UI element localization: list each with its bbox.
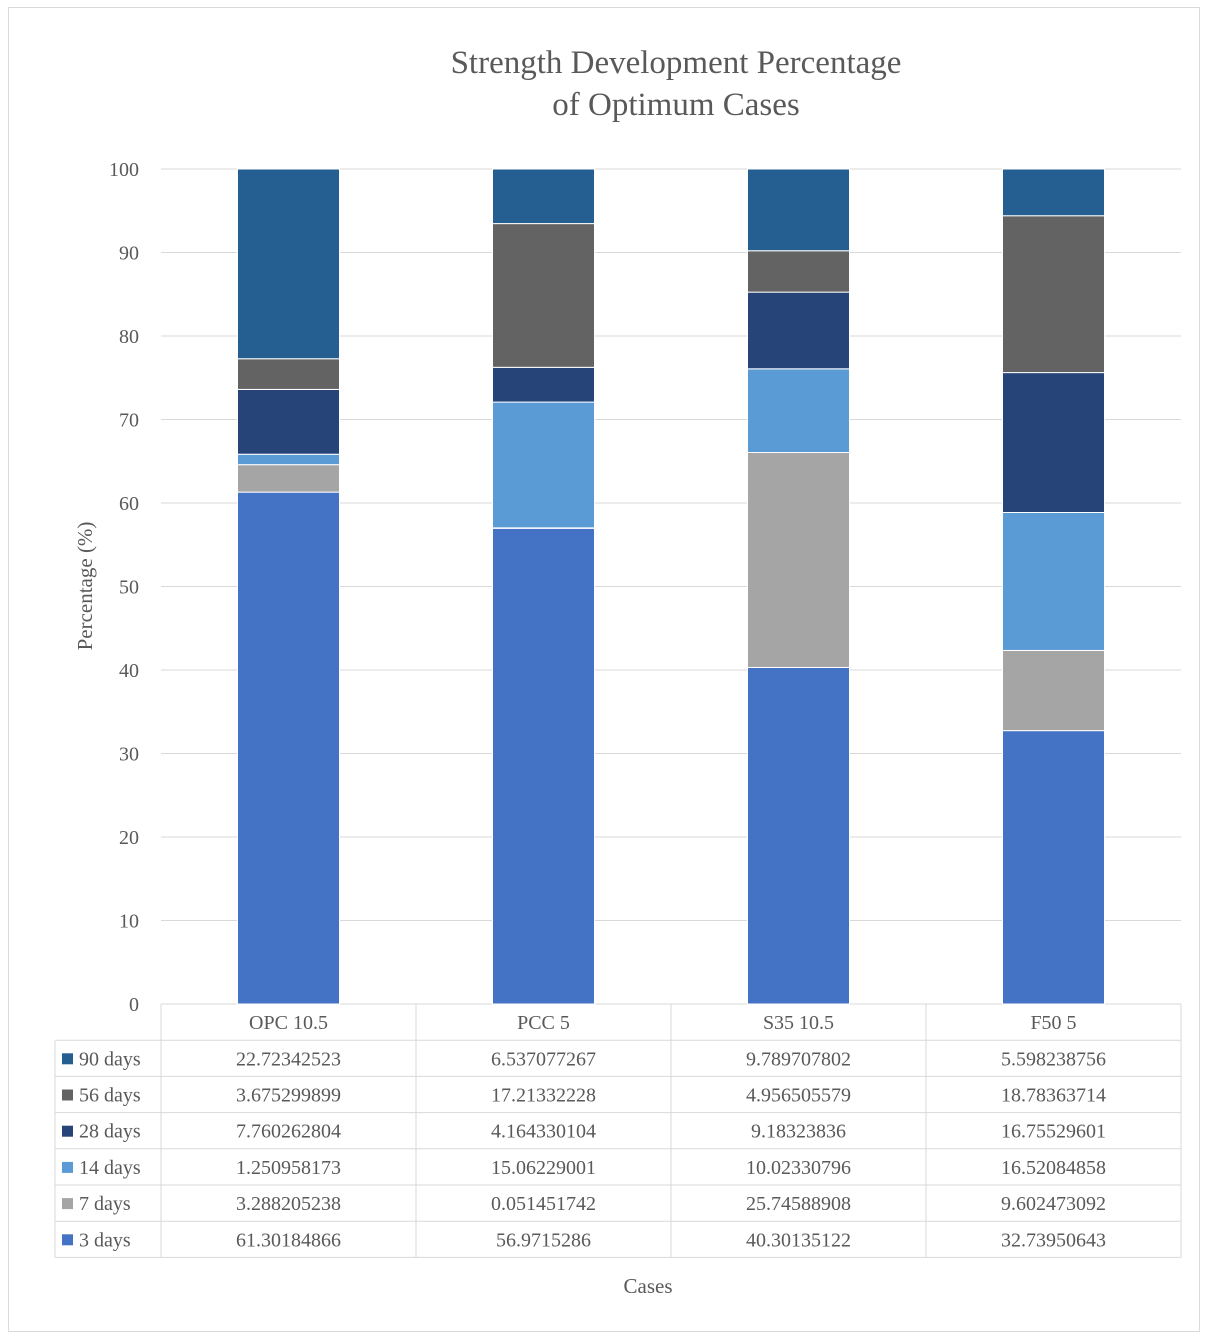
bar-segment [237, 491, 340, 1005]
y-tick-label: 20 [119, 827, 139, 849]
bar-segment [1002, 730, 1105, 1005]
legend-swatch [62, 1089, 73, 1101]
table-cell-value: 61.30184866 [236, 1229, 341, 1251]
bar-segment [747, 452, 850, 668]
x-category-label: S35 10.5 [763, 1012, 834, 1034]
legend-swatch [62, 1053, 73, 1065]
y-tick-label: 10 [119, 911, 139, 933]
table-cell-value: 5.598238756 [1001, 1048, 1106, 1070]
bar-segment [492, 527, 595, 1005]
table-cell-value: 16.75529601 [1001, 1121, 1106, 1143]
bar-segment [237, 388, 340, 455]
legend-label: 3 days [79, 1229, 131, 1251]
bar-segment [747, 666, 850, 1005]
y-tick-label: 50 [119, 577, 139, 599]
bar-segment [1002, 649, 1105, 732]
table-cell-value: 1.250958173 [236, 1157, 341, 1179]
y-tick-label: 90 [119, 243, 139, 265]
chart-title-line-1: Strength Development Percentage [451, 45, 902, 81]
table-cell-value: 3.675299899 [236, 1085, 341, 1107]
bar-segment [237, 464, 340, 493]
table-cell-value: 40.30135122 [746, 1229, 851, 1251]
bar-segment [1002, 372, 1105, 513]
legend-swatch [62, 1125, 73, 1137]
table-cell-value: 0.051451742 [491, 1193, 596, 1215]
bar-segment [1002, 511, 1105, 651]
table-cell-value: 4.164330104 [491, 1121, 596, 1143]
y-tick-label: 80 [119, 326, 139, 348]
table-cell-value: 18.78363714 [1001, 1085, 1106, 1107]
x-axis-title: Cases [624, 1274, 673, 1298]
table-cell-value: 15.06229001 [491, 1157, 596, 1179]
bar-segment [237, 168, 340, 360]
x-category-label: OPC 10.5 [249, 1012, 328, 1034]
table-cell-value: 9.789707802 [746, 1048, 851, 1070]
legend-swatch [62, 1161, 73, 1173]
chart-title-line-2: of Optimum Cases [552, 87, 799, 123]
x-category-label: F50 5 [1030, 1012, 1076, 1034]
legend-label: 14 days [79, 1157, 141, 1179]
table-cell-value: 9.18323836 [751, 1121, 846, 1143]
bar-segment [492, 401, 595, 529]
table-cell-value: 16.52084858 [1001, 1157, 1106, 1179]
bar-segment [237, 453, 340, 466]
legend-label: 7 days [79, 1193, 131, 1215]
table-cell-value: 32.73950643 [1001, 1229, 1106, 1251]
table-cell-value: 6.537077267 [491, 1048, 596, 1070]
y-tick-label: 100 [109, 159, 139, 181]
legend-label: 56 days [79, 1085, 141, 1107]
y-tick-label: 40 [119, 660, 139, 682]
legend-swatch [62, 1234, 73, 1246]
bar-segment [237, 358, 340, 390]
table-cell-value: 17.21332228 [491, 1085, 596, 1107]
y-tick-label: 60 [119, 493, 139, 515]
table-cell-value: 22.72342523 [236, 1048, 341, 1070]
bar-segment [747, 291, 850, 370]
bar-segment [747, 368, 850, 454]
bar-segment [492, 366, 595, 403]
legend-label: 28 days [79, 1121, 141, 1143]
bar-segment [747, 168, 850, 252]
bar-segment [492, 168, 595, 225]
table-cell-value: 9.602473092 [1001, 1193, 1106, 1215]
bar-segment [747, 250, 850, 293]
bar-segment [1002, 215, 1105, 374]
bar-segment [492, 223, 595, 368]
table-cell-value: 10.02330796 [746, 1157, 851, 1179]
table-cell-value: 3.288205238 [236, 1193, 341, 1215]
legend-swatch [62, 1198, 73, 1210]
x-category-label: PCC 5 [517, 1012, 570, 1034]
y-tick-label: 0 [129, 994, 139, 1016]
bar-segment [1002, 168, 1105, 217]
table-cell-value: 4.956505579 [746, 1085, 851, 1107]
chart-frame [8, 7, 1200, 1332]
table-cell-value: 25.74588908 [746, 1193, 851, 1215]
legend-label: 90 days [79, 1048, 141, 1070]
y-axis-title: Percentage (%) [73, 522, 97, 651]
y-tick-label: 70 [119, 410, 139, 432]
table-cell-value: 7.760262804 [236, 1121, 341, 1143]
table-cell-value: 56.9715286 [496, 1229, 591, 1251]
y-tick-label: 30 [119, 744, 139, 766]
